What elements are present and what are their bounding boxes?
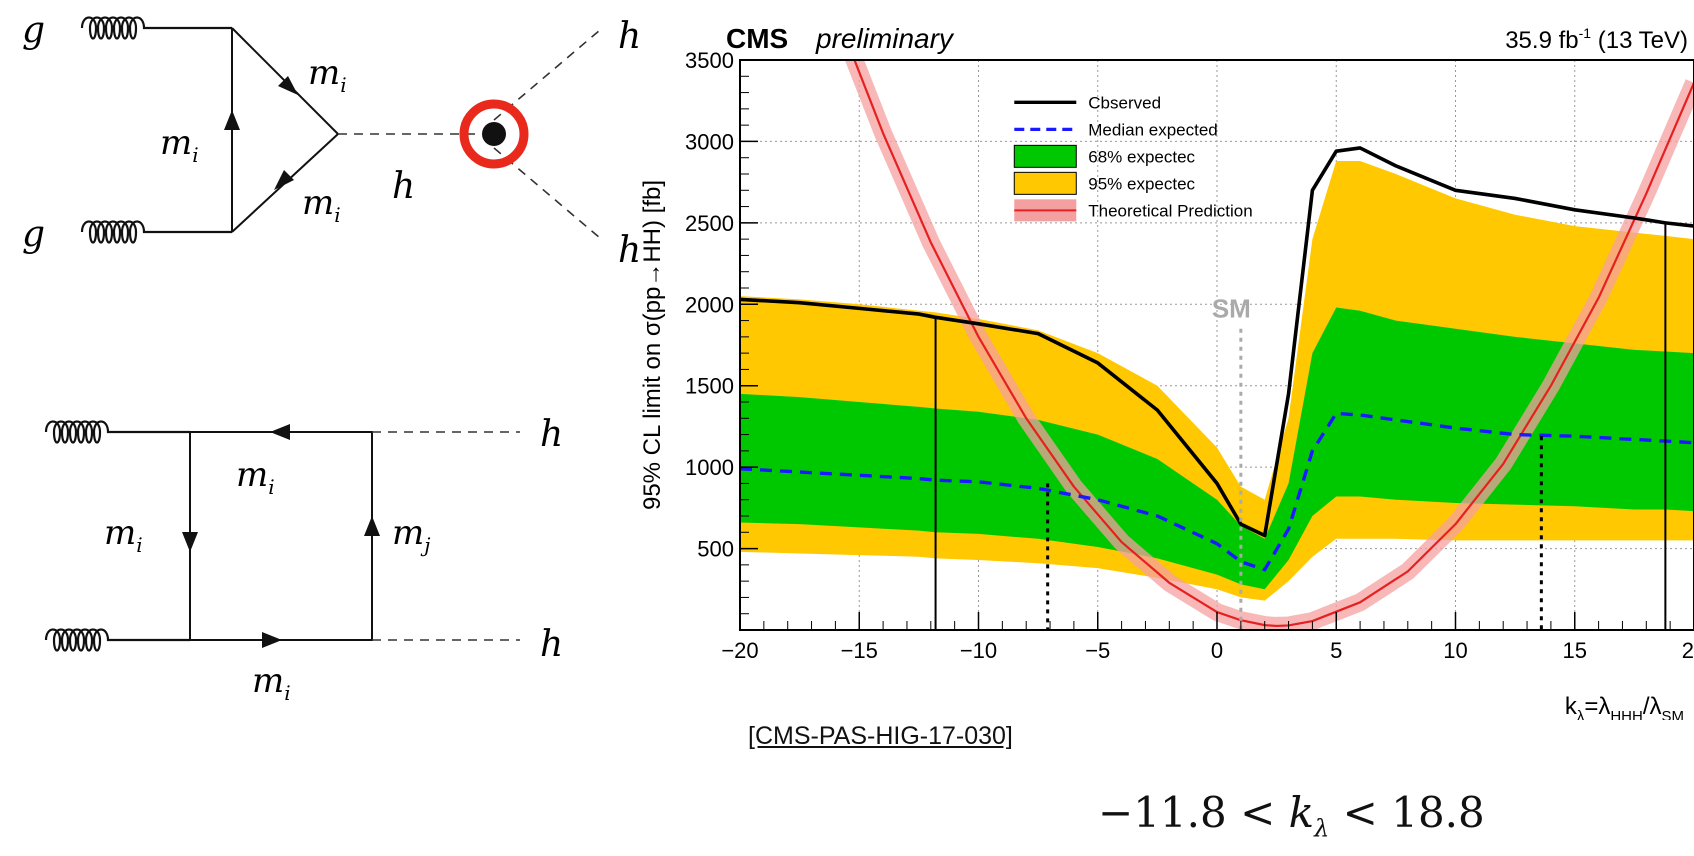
y-tick-label: 2000 (685, 292, 734, 317)
chart-header-status: preliminary (815, 23, 955, 54)
y-tick-label: 2500 (685, 211, 734, 236)
kappa-lambda-constraint: −11.8 < kλ < 18.8 (1098, 788, 1485, 843)
label-quark-left: mi (160, 123, 199, 167)
legend-label: Median expected (1088, 120, 1217, 139)
x-tick-label: −10 (960, 638, 997, 663)
expected-median-line (740, 411, 1694, 572)
sm-label: SM (1212, 293, 1251, 323)
label-quark-left: mi (104, 513, 143, 557)
label-higgs-out-bottom: h (618, 230, 640, 271)
box-diagram: mi mi mj mi h h (44, 414, 563, 705)
chart-header-lumi: 35.9 fb-1 (13 TeV) (1505, 25, 1688, 54)
theory-line (853, 60, 1694, 628)
label-higgs-bottom: h (540, 624, 563, 665)
citation-link[interactable]: [CMS-PAS-HIG-17-030] (748, 722, 1013, 750)
limit-markers (934, 222, 1667, 630)
arrow-icon (182, 532, 198, 552)
label-gluon-bottom: g (22, 214, 45, 255)
arrow-icon (278, 76, 298, 95)
gluon-line-bottom (80, 220, 232, 244)
gluon-line-top (44, 420, 190, 444)
label-higgs-top: h (540, 414, 563, 455)
label-quark-lower: mi (302, 183, 341, 227)
arrow-icon (270, 424, 290, 440)
x-axis-label: kλ=λHHH/λSM (1565, 693, 1684, 720)
chart-legend: Cbserved Median expected 68% expectec 95% e… (1013, 93, 1253, 222)
x-tick-label: −5 (1085, 638, 1110, 663)
arrow-icon (262, 632, 282, 648)
legend-label: 95% expectec (1088, 174, 1195, 193)
y-tick-label: 1000 (685, 455, 734, 480)
legend-label: 68% expectec (1088, 147, 1195, 166)
trilinear-vertex (482, 122, 506, 146)
hh-limit-chart: CMS preliminary 35.9 fb-1 (13 TeV) −20 −1… (639, 23, 1694, 720)
y-tick-label: 3500 (685, 48, 734, 73)
x-tick-label: 0 (1211, 638, 1223, 663)
x-tick-label: −20 (721, 638, 758, 663)
self-coupling-highlight (459, 99, 529, 169)
chart-header: CMS preliminary 35.9 fb-1 (13 TeV) (726, 23, 1688, 54)
label-quark-top: mi (236, 455, 275, 499)
legend-label: Cbserved (1088, 93, 1161, 112)
triangle-diagram: g g mi mi mi h h h (22, 10, 640, 271)
feynman-diagrams: g g mi mi mi h h h mi mi mj mi h h (22, 10, 640, 705)
axis-ticks: −20 −15 −10 −5 0 5 10 15 20 500 1000 1500 2000 2500 30… (685, 48, 1694, 663)
x-tick-label: 5 (1330, 638, 1342, 663)
label-quark-bottom: mi (252, 661, 291, 705)
legend-swatch-95 (1013, 171, 1077, 195)
gluon-line-top (80, 16, 232, 40)
chart-header-experiment: CMS (726, 23, 788, 54)
label-quark-right: mj (392, 513, 430, 557)
y-axis-label: 95% CL limit on σ(pp→HH) [fb] (639, 180, 666, 510)
observed-line (740, 146, 1694, 538)
y-tick-label: 1500 (685, 374, 734, 399)
label-higgs-mid: h (392, 166, 415, 207)
arrow-icon (364, 516, 380, 536)
gluon-line-bottom (44, 628, 190, 652)
label-higgs-out-top: h (618, 16, 640, 57)
arrow-icon (274, 170, 294, 190)
label-quark-upper: mi (308, 53, 347, 97)
x-tick-label: 15 (1563, 638, 1587, 663)
label-gluon-top: g (22, 10, 45, 51)
y-tick-label: 500 (697, 537, 734, 562)
x-tick-label: 10 (1443, 638, 1467, 663)
x-tick-label: 20 (1682, 638, 1694, 663)
legend-label: Theoretical Prediction (1088, 201, 1252, 220)
x-tick-label: −15 (841, 638, 878, 663)
arrow-icon (224, 110, 240, 130)
band-68-expected (740, 307, 1694, 590)
expected-bands (740, 160, 1694, 601)
legend-swatch-68 (1013, 144, 1077, 168)
y-tick-label: 3000 (685, 129, 734, 154)
limit-lines (740, 146, 1694, 572)
theory-prediction (844, 60, 1694, 630)
